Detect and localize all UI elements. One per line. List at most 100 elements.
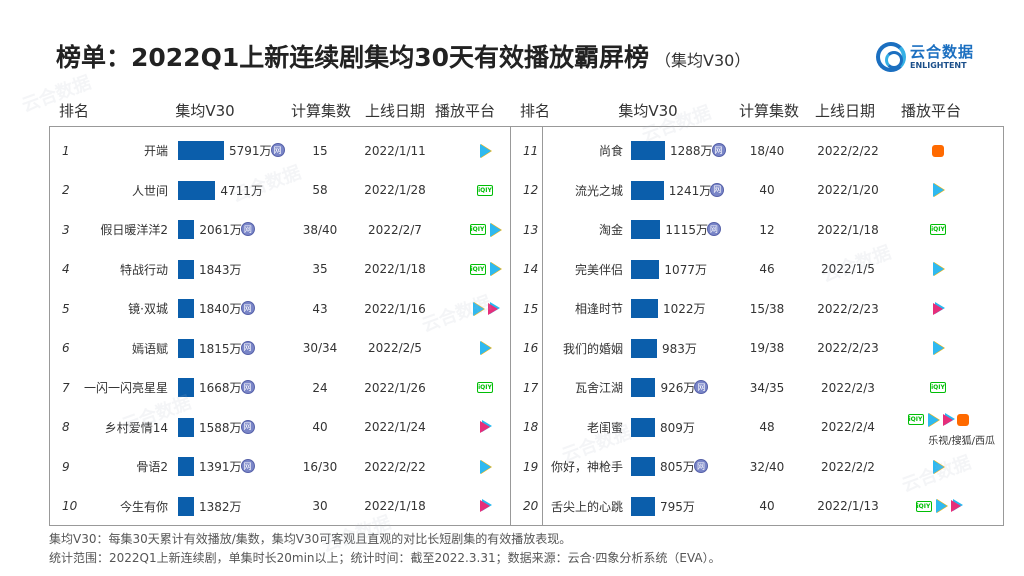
episode-count: 16/30 [302,459,338,474]
web-drama-badge-icon: 网 [694,380,709,394]
header-rank-left: 排名 [58,102,89,120]
rank-cell: 19 [523,459,539,474]
header-date-left: 上线日期 [364,102,425,120]
episode-count: 38/40 [302,222,338,237]
episode-count: 24 [312,380,328,395]
v30-value-label: 1391万 [199,460,242,474]
v30-bar [178,259,194,279]
platform-icons: iQIY [893,487,983,526]
v30-bar [631,378,656,397]
web-drama-badge-icon: 网 [706,222,721,236]
episode-count: 15 [312,143,328,158]
table-row: 14 完美伴侣 1077万 46 2022/1/5 [511,250,1003,289]
table-row: 7 一闪一闪亮星星 1668万网 24 2022/1/26 iQIY [50,368,542,407]
drama-name: 尚食 [598,144,623,158]
episode-count: 32/40 [749,459,785,474]
rank-cell: 9 [62,459,70,474]
table-row: 12 流光之城 1241万网 40 2022/1/20 [511,171,1003,210]
v30-value-label: 1668万 [199,381,242,395]
v30-bar [178,378,194,397]
tencent-video-icon [932,183,944,197]
drama-name: 骨语2 [136,460,168,474]
drama-name: 瓦舍江湖 [574,381,623,395]
mango-tv-icon [956,413,969,426]
table-row: 16 我们的婚姻 983万 19/38 2022/2/23 [511,329,1003,368]
v30-value-label: 4711万 [220,183,263,198]
rank-cell: 10 [62,499,78,513]
web-drama-badge-icon: 网 [240,340,255,355]
web-drama-badge-icon: 网 [711,143,726,157]
episode-count: 40 [312,420,328,434]
logo-ring-icon [876,42,906,72]
launch-date: 2022/1/24 [364,420,426,434]
web-drama-badge-icon: 网 [240,459,255,473]
episode-count: 46 [759,262,775,276]
rank-cell: 13 [523,222,539,237]
platform-icons [440,289,530,328]
drama-name: 人世间 [131,183,168,198]
v30-bar [631,259,660,279]
episode-count: 43 [312,301,328,316]
v30-bar [178,299,194,318]
tencent-video-icon [927,412,939,427]
platform-icons: iQIY [893,408,983,432]
drama-name: 一闪一闪亮星星 [83,381,168,395]
extra-platforms: 乐视/搜狐/西瓜 [928,435,995,447]
drama-name: 嫣语赋 [131,341,168,356]
table-row: 13 淘金 1115万网 12 2022/1/18 iQIY [511,210,1003,249]
rank-cell: 12 [523,183,539,197]
tencent-video-icon [472,301,484,316]
enlightent-logo: 云合数据 ENLIGHTENT [876,40,976,76]
v30-value-label: 1843万 [199,262,242,277]
v30-value-label: 1288万 [670,144,713,158]
iqiyi-icon: iQIY [469,224,486,235]
launch-date: 2022/2/22 [364,459,426,474]
footnote-v30: 集均V30：每集30天累计有效播放/集数，集均V30可客观且直观的对比长短剧集的… [49,532,572,546]
episode-count: 35 [312,262,328,276]
tencent-video-icon [932,262,944,276]
rank-cell: 8 [62,420,70,434]
v30-bar [178,457,194,476]
platform-icons: iQIY [893,368,983,407]
episode-count: 58 [312,183,328,197]
v30-bar [631,457,655,476]
platform-icons [440,447,530,486]
table-row: 19 你好，神枪手 805万网 32/40 2022/2/2 [511,447,1003,486]
page-title: 榜单：2022Q1上新连续剧集均30天有效播放霸屏榜 （集均V30） [56,38,750,74]
drama-name: 流光之城 [574,183,623,198]
header-rank-right: 排名 [519,102,550,120]
v30-value-label: 5791万 [229,144,272,158]
youku-icon [480,500,490,512]
episode-count: 34/35 [749,380,785,395]
v30-value-label: 805万 [660,460,695,474]
v30-value-label: 795万 [660,499,695,514]
rank-cell: 4 [62,262,70,276]
drama-name: 淘金 [598,223,623,237]
header-v30-left: 集均V30 [175,102,235,120]
iqiyi-icon: iQIY [930,382,946,393]
mango-tv-icon [932,144,944,157]
launch-date: 2022/1/18 [364,262,426,276]
drama-name: 今生有你 [119,499,168,514]
rank-cell: 14 [523,262,539,276]
launch-date: 2022/1/13 [817,499,879,513]
v30-value-label: 2061万 [199,223,242,237]
tencent-video-icon [935,499,947,513]
v30-bar [631,496,655,516]
youku-icon [933,302,943,315]
rank-cell: 6 [62,341,70,355]
header-date-right: 上线日期 [814,102,875,120]
platform-icons: iQIY [440,171,530,210]
drama-name: 假日暖洋洋2 [100,223,168,237]
v30-value-label: 1840万 [199,302,242,316]
v30-value-label: 926万 [660,381,696,395]
tencent-video-icon [932,459,944,474]
web-drama-badge-icon: 网 [240,419,255,434]
v30-value-label: 1241万 [668,183,712,198]
launch-date: 2022/1/20 [817,183,879,197]
table-row: 17 瓦舍江湖 926万网 34/35 2022/2/3 iQIY [511,368,1003,407]
logo-en: ENLIGHTENT [910,61,967,70]
v30-bar [178,417,194,437]
launch-date: 2022/1/11 [364,143,426,158]
platform-icons: iQIY [440,250,530,289]
